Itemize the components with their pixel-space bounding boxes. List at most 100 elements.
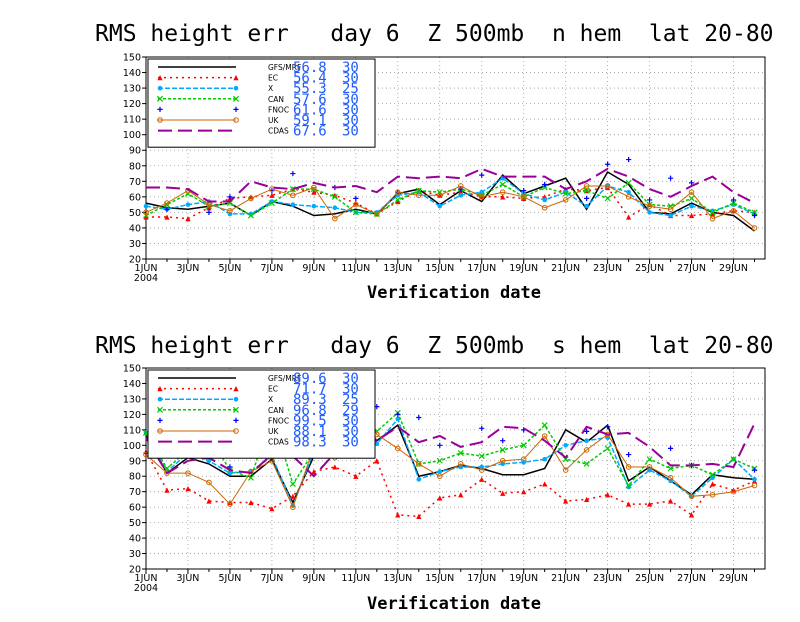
data-point-marker — [458, 192, 464, 198]
data-point-marker — [562, 190, 569, 197]
data-point-marker — [185, 202, 191, 207]
data-point-marker — [499, 457, 506, 464]
data-point-marker — [709, 211, 716, 217]
data-point-marker — [289, 480, 296, 487]
series-ec — [143, 448, 758, 520]
data-point-marker — [185, 216, 191, 222]
data-point-marker — [206, 209, 212, 215]
data-point-marker — [520, 194, 527, 200]
data-point-marker — [395, 411, 401, 417]
data-point-marker — [395, 416, 401, 422]
x-tick-label: 7JUN — [260, 263, 283, 274]
data-point-marker — [311, 203, 317, 209]
data-point-marker — [437, 469, 443, 474]
data-point-marker — [667, 465, 674, 472]
data-point-marker — [730, 208, 737, 214]
grid — [146, 57, 765, 259]
chart-panel-n-hem: RMS height err day 6 Z 500mb n hem lat 2… — [95, 21, 774, 303]
series-cdas — [145, 415, 756, 478]
legend-series-name: GFS/MRF — [268, 63, 301, 72]
data-point-marker — [185, 486, 191, 492]
data-point-marker — [436, 473, 443, 480]
data-point-marker — [625, 179, 632, 186]
data-point-marker — [709, 209, 716, 216]
legend-case-count: 30 — [342, 424, 359, 440]
data-point-marker — [164, 214, 170, 220]
x-year-label: 2004 — [134, 583, 158, 594]
data-point-marker — [604, 445, 611, 452]
data-point-marker — [157, 417, 163, 423]
data-point-marker — [542, 456, 547, 462]
data-point-marker — [751, 212, 758, 219]
legend-series-name: FNOC — [268, 105, 289, 114]
x-tick-label: 21JUN — [551, 263, 580, 274]
legend-case-count: 25 — [342, 81, 359, 97]
data-point-marker — [163, 465, 171, 472]
data-point-marker — [157, 75, 163, 81]
data-point-marker — [688, 189, 695, 195]
data-point-marker — [499, 181, 506, 188]
data-point-marker — [499, 189, 506, 195]
data-point-marker — [626, 156, 632, 163]
data-point-marker — [584, 428, 590, 434]
x-tick-label: 27JUN — [677, 263, 706, 274]
data-point-marker — [157, 85, 163, 91]
legend-stat-value: 71.7 — [293, 382, 327, 398]
data-point-marker — [563, 443, 568, 448]
data-point-marker — [248, 499, 254, 506]
x-tick-label: 3JUN — [177, 573, 200, 584]
series-line — [145, 400, 755, 487]
data-point-marker — [290, 170, 296, 177]
data-point-marker — [206, 498, 212, 504]
data-point-marker — [206, 205, 212, 211]
data-point-marker — [332, 215, 338, 222]
data-point-marker — [667, 175, 674, 181]
data-point-marker — [353, 195, 359, 201]
data-point-marker — [458, 186, 464, 192]
y-tick-label: 140 — [123, 379, 141, 390]
data-point-marker — [605, 492, 611, 498]
data-point-marker — [394, 445, 401, 452]
legend-series-name: CAN — [268, 406, 284, 415]
data-point-marker — [542, 197, 547, 203]
series-line — [145, 415, 756, 478]
legend-case-count: 30 — [342, 382, 359, 398]
data-point-marker — [437, 203, 443, 209]
legend-series-name: CDAS — [268, 438, 289, 447]
data-point-marker — [626, 214, 632, 220]
x-axis-label: Verification date — [367, 283, 541, 303]
legend-case-count: 30 — [342, 113, 359, 129]
data-point-marker — [233, 85, 239, 91]
y-tick-label: 40 — [129, 534, 141, 545]
data-point-marker — [688, 180, 695, 186]
legend-series-name: UK — [268, 427, 279, 436]
y-tick-label: 80 — [129, 161, 141, 172]
x-tick-label: 5JUN — [218, 573, 241, 584]
data-point-marker — [233, 396, 239, 402]
x-tick-label: 9JUN — [302, 263, 325, 274]
data-point-marker — [478, 192, 485, 199]
data-point-marker — [415, 187, 422, 194]
x-tick-label: 3JUN — [177, 263, 200, 274]
data-point-marker — [625, 464, 632, 470]
data-point-marker — [457, 183, 464, 189]
data-point-marker — [457, 450, 464, 457]
data-point-marker — [157, 396, 163, 402]
plot-frame — [145, 367, 766, 570]
y-tick-label: 70 — [129, 487, 141, 498]
data-point-marker — [583, 187, 590, 194]
data-point-marker — [227, 501, 233, 507]
data-point-marker — [233, 386, 239, 392]
x-year-label: 2004 — [134, 273, 158, 284]
data-point-marker — [269, 186, 275, 192]
data-point-marker — [458, 492, 464, 498]
y-tick-label: 60 — [129, 503, 141, 514]
data-point-marker — [436, 192, 443, 199]
y-tick-label: 100 — [123, 441, 141, 452]
legend-case-count: 29 — [342, 403, 359, 419]
legend-series-name: CAN — [268, 95, 284, 104]
data-point-marker — [709, 491, 716, 498]
data-point-marker — [311, 468, 317, 475]
